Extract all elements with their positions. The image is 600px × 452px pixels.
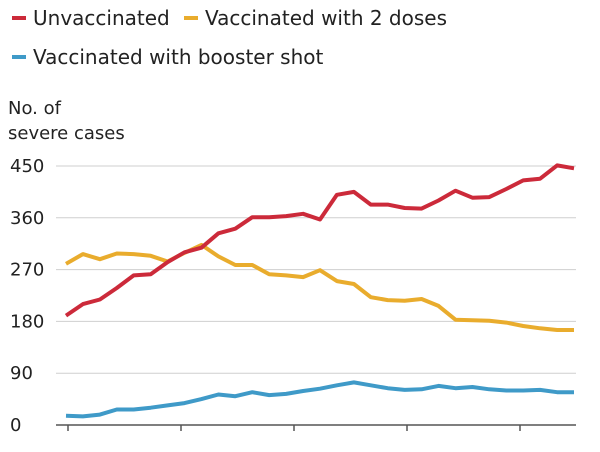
x-tick-marks <box>67 425 521 431</box>
series-line-unvaccinated <box>64 163 575 318</box>
series-line-booster <box>65 380 574 419</box>
y-axis-label-line-2: severe cases <box>8 123 125 144</box>
legend-label-two-doses: Vaccinated with 2 doses <box>205 6 447 30</box>
legend-label-booster: Vaccinated with booster shot <box>33 45 324 69</box>
y-tick-label-360: 360 <box>10 208 44 229</box>
y-tick-label-0: 0 <box>10 415 21 436</box>
series-lines <box>64 163 575 419</box>
y-tick-labels: 0 90 180 270 360 450 <box>10 156 44 436</box>
y-axis-label-line-1: No. of <box>8 98 62 119</box>
grid-lines <box>56 165 576 426</box>
series-line-two-doses <box>65 242 574 332</box>
y-tick-label-270: 270 <box>10 260 44 281</box>
y-tick-label-90: 90 <box>10 363 33 384</box>
legend-label-unvaccinated: Unvaccinated <box>33 6 170 30</box>
y-tick-label-450: 450 <box>10 156 44 177</box>
legend: Unvaccinated Vaccinated with 2 doses Vac… <box>12 6 447 69</box>
y-tick-label-180: 180 <box>10 311 44 332</box>
